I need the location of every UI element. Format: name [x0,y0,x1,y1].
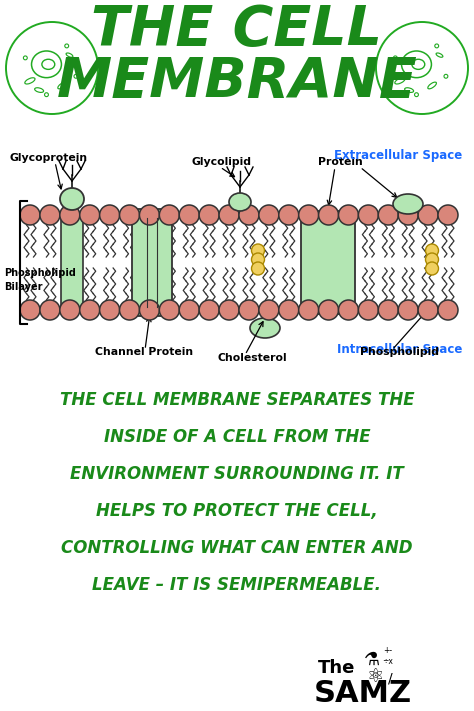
Text: ⚗: ⚗ [364,651,380,669]
Circle shape [80,300,100,320]
Text: Extracellular Space: Extracellular Space [334,149,462,161]
Circle shape [199,205,219,225]
Circle shape [119,300,139,320]
Text: SAMZ: SAMZ [314,678,412,707]
Ellipse shape [229,193,251,211]
Text: Channel Protein: Channel Protein [95,347,193,357]
Circle shape [100,205,119,225]
Text: +-
÷x: +- ÷x [383,646,393,665]
Circle shape [199,300,219,320]
Circle shape [20,300,40,320]
Text: THE CELL MEMBRANE SEPARATES THE: THE CELL MEMBRANE SEPARATES THE [60,391,414,409]
Text: CONTROLLING WHAT CAN ENTER AND: CONTROLLING WHAT CAN ENTER AND [61,539,413,557]
Text: Phospholipid
Bilayer: Phospholipid Bilayer [4,268,76,292]
Ellipse shape [393,194,423,214]
Text: Cholesterol: Cholesterol [218,353,288,363]
Circle shape [139,300,159,320]
Circle shape [426,262,438,275]
Circle shape [252,262,264,275]
Circle shape [219,205,239,225]
Circle shape [100,300,119,320]
Circle shape [378,300,398,320]
Circle shape [139,205,159,225]
Text: Protein: Protein [318,157,363,167]
Circle shape [319,300,338,320]
Circle shape [259,205,279,225]
Circle shape [299,300,319,320]
Circle shape [159,205,179,225]
Text: THE CELL: THE CELL [91,3,383,57]
Circle shape [338,300,358,320]
Circle shape [119,205,139,225]
Text: Glycolipid: Glycolipid [192,157,252,167]
Circle shape [418,300,438,320]
FancyBboxPatch shape [301,211,355,314]
Circle shape [378,205,398,225]
Text: HELPS TO PROTECT THE CELL,: HELPS TO PROTECT THE CELL, [96,502,378,520]
Circle shape [279,300,299,320]
Circle shape [398,300,418,320]
Text: ⚛: ⚛ [366,668,384,687]
Circle shape [239,300,259,320]
Text: /: / [388,671,392,685]
Circle shape [279,205,299,225]
Circle shape [239,205,259,225]
Text: The: The [318,659,356,677]
Circle shape [60,205,80,225]
Circle shape [398,205,418,225]
Circle shape [252,253,264,266]
Circle shape [40,300,60,320]
Circle shape [179,300,199,320]
Ellipse shape [250,318,280,338]
FancyBboxPatch shape [61,213,83,312]
Circle shape [60,300,80,320]
Text: Phospholipid: Phospholipid [360,347,439,357]
Circle shape [299,205,319,225]
Text: MEMBRANE: MEMBRANE [56,55,418,109]
Circle shape [159,300,179,320]
Circle shape [80,205,100,225]
Text: Glycoprotein: Glycoprotein [10,153,88,163]
Circle shape [358,300,378,320]
Circle shape [338,205,358,225]
Ellipse shape [60,188,84,210]
Circle shape [426,253,438,266]
Circle shape [418,205,438,225]
FancyBboxPatch shape [132,209,172,316]
Text: LEAVE – IT IS SEMIPERMEABLE.: LEAVE – IT IS SEMIPERMEABLE. [92,576,382,594]
Circle shape [219,300,239,320]
Circle shape [179,205,199,225]
Circle shape [319,205,338,225]
Circle shape [252,244,264,257]
Circle shape [438,205,458,225]
Text: Intracellular Space: Intracellular Space [337,343,462,356]
Circle shape [259,300,279,320]
Text: INSIDE OF A CELL FROM THE: INSIDE OF A CELL FROM THE [104,428,370,446]
Circle shape [426,244,438,257]
Text: ENVIRONMENT SURROUNDING IT. IT: ENVIRONMENT SURROUNDING IT. IT [70,465,404,483]
Circle shape [20,205,40,225]
Circle shape [438,300,458,320]
Circle shape [358,205,378,225]
Circle shape [40,205,60,225]
